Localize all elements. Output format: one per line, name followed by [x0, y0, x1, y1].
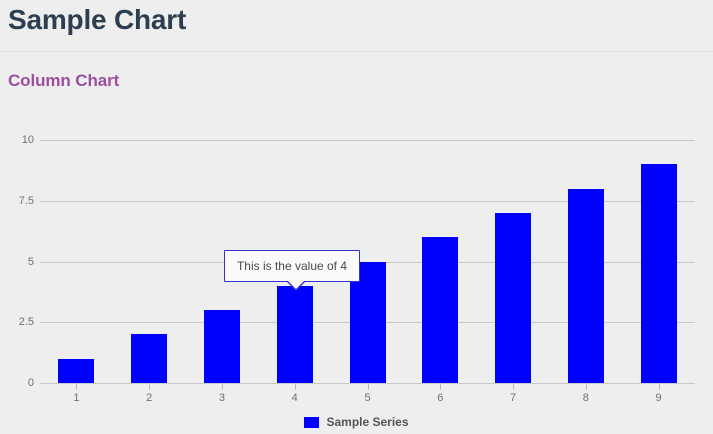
bar[interactable] — [567, 188, 604, 383]
x-axis-ticks — [40, 383, 695, 391]
y-axis: 0 2.5 5 7.5 10 — [0, 134, 34, 389]
gridline — [40, 200, 695, 202]
x-axis-tick-label: 5 — [364, 392, 371, 404]
bar-series — [40, 140, 695, 383]
page-title: Sample Chart — [8, 4, 187, 35]
x-axis-tick — [367, 383, 369, 390]
x-axis-tick — [513, 383, 515, 390]
tooltip-arrow-fill-icon — [288, 281, 304, 289]
x-axis-tick — [221, 383, 223, 390]
bar[interactable] — [58, 358, 95, 383]
bar[interactable] — [131, 334, 168, 383]
x-axis-tick-label: 9 — [655, 392, 662, 404]
bar[interactable] — [276, 285, 313, 383]
x-axis-tick-label: 8 — [582, 392, 589, 404]
x-axis-tick — [294, 383, 296, 390]
x-axis-tick — [440, 383, 442, 390]
column-chart: 0 2.5 5 7.5 10 1 2 3 4 5 6 7 8 9 This is the value o… — [0, 110, 713, 430]
bar[interactable] — [422, 237, 459, 383]
bar[interactable] — [203, 310, 240, 383]
legend-swatch-sample-series — [304, 416, 320, 428]
x-axis-tick — [76, 383, 78, 390]
y-axis-tick-label: 10 — [21, 134, 34, 146]
tooltip-text: This is the value of 4 — [236, 259, 348, 273]
x-axis-tick — [585, 383, 587, 390]
x-axis-tick — [658, 383, 660, 390]
x-axis-tick-label: 3 — [218, 392, 225, 404]
gridline — [40, 140, 695, 141]
bar[interactable] — [640, 164, 677, 383]
x-axis-labels: 1 2 3 4 5 6 7 8 9 — [40, 392, 695, 408]
x-axis-tick-label: 7 — [509, 392, 517, 404]
chart-legend[interactable]: Sample Series — [0, 410, 713, 434]
y-axis-tick-label: 2.5 — [18, 316, 34, 329]
y-axis-tick-label: 7.5 — [18, 194, 34, 207]
legend-label-sample-series: Sample Series — [326, 415, 409, 429]
x-axis-tick-label: 6 — [437, 392, 444, 404]
y-axis-tick-label: 5 — [27, 255, 34, 268]
chart-title: Column Chart — [8, 71, 120, 90]
x-axis-tick-label: 1 — [73, 392, 80, 404]
x-axis-tick-label: 2 — [146, 392, 153, 404]
x-axis-tick-label: 4 — [291, 392, 298, 404]
y-axis-tick-label: 0 — [27, 377, 34, 389]
x-axis-tick — [149, 383, 151, 390]
data-point-tooltip: This is the value of 4 — [224, 250, 360, 291]
page-header: Sample Chart — [0, 0, 713, 52]
bar[interactable] — [495, 212, 532, 383]
